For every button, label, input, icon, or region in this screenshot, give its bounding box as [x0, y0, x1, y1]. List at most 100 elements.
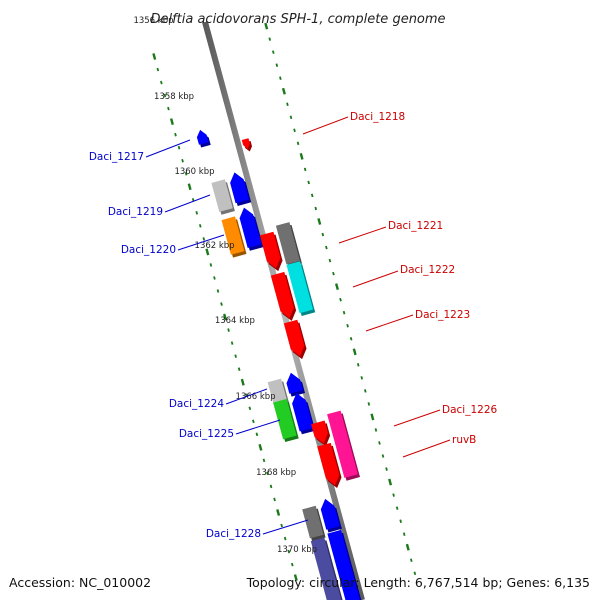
- tick-mark: [195, 211, 199, 215]
- gene-arrow[interactable]: [196, 129, 209, 145]
- gene-arrow[interactable]: [283, 319, 305, 357]
- tick-mark: [230, 341, 234, 345]
- gene-arrow[interactable]: [267, 378, 287, 404]
- gene-label[interactable]: Daci_1220: [121, 244, 176, 256]
- tick-mark: [234, 354, 237, 358]
- tick-mark: [349, 336, 353, 341]
- tick-label: 1360 kbp: [174, 167, 214, 177]
- topology-info: Topology: circular; Length: 6,767,514 bp…: [246, 575, 590, 590]
- leader-line: [352, 270, 399, 288]
- tick-mark: [262, 458, 266, 463]
- leader-line: [262, 519, 309, 535]
- tick-mark: [184, 171, 188, 176]
- leader-line: [365, 314, 414, 332]
- tick-mark: [276, 509, 281, 516]
- gene-arrow[interactable]: [327, 529, 362, 600]
- gene-label[interactable]: Daci_1224: [169, 398, 225, 410]
- gene-arrow[interactable]: [302, 505, 324, 539]
- gene-arrow[interactable]: [239, 207, 262, 248]
- tick-mark: [205, 248, 210, 256]
- tick-mark: [325, 245, 328, 250]
- tick-mark: [181, 158, 184, 163]
- tick-mark: [314, 206, 318, 211]
- gene-label[interactable]: Daci_1218: [350, 111, 405, 123]
- tick-mark: [328, 258, 332, 263]
- gene-arrow[interactable]: [311, 420, 328, 444]
- tick-mark: [385, 467, 388, 471]
- tick-mark: [252, 419, 255, 424]
- gene-labels: Daci_1218 Daci_1221 Daci_1222 Daci_1223 Daci…: [89, 111, 498, 540]
- tick-mark: [339, 297, 342, 302]
- gene-label[interactable]: Daci_1221: [388, 220, 443, 232]
- tick-marks-inner: [264, 22, 417, 576]
- tick-mark: [268, 37, 272, 41]
- tick-mark: [266, 471, 269, 476]
- tick-marks-outer: [152, 53, 298, 582]
- gene-arrow[interactable]: [327, 410, 358, 478]
- gene-arrow[interactable]: [320, 498, 340, 530]
- gene-arrow[interactable]: [317, 442, 340, 486]
- leader-line: [164, 194, 211, 213]
- accession-info: Accession: NC_010002: [9, 575, 152, 590]
- gene-label[interactable]: Daci_1217: [89, 151, 144, 163]
- tick-mark: [198, 224, 202, 228]
- tick-mark: [156, 67, 160, 72]
- gene-arrow[interactable]: [286, 261, 314, 314]
- gene-arrow[interactable]: [310, 537, 343, 600]
- tick-mark: [346, 323, 349, 328]
- tick-label: 1366 kbp: [236, 392, 276, 402]
- tick-mark: [227, 328, 230, 332]
- gene-label[interactable]: Daci_1223: [415, 309, 470, 321]
- tick-mark: [303, 167, 307, 172]
- tick-mark: [334, 283, 339, 291]
- tick-mark: [174, 132, 177, 137]
- tick-label: 1358 kbp: [154, 92, 194, 102]
- tick-mark: [272, 50, 275, 54]
- tick-mark: [213, 276, 216, 280]
- tick-mark: [370, 413, 375, 421]
- tick-mark: [364, 389, 367, 393]
- tick-mark: [399, 519, 402, 523]
- gene-arrow[interactable]: [211, 179, 233, 212]
- gene-arrow[interactable]: [286, 372, 303, 394]
- tick-mark: [310, 193, 314, 198]
- tick-mark: [381, 454, 385, 458]
- tick-mark: [286, 102, 289, 107]
- gene-arrow[interactable]: [230, 172, 250, 204]
- tick-label: 1368 kbp: [256, 468, 296, 478]
- gene-arrow[interactable]: [259, 231, 281, 269]
- gene-label[interactable]: Daci_1225: [179, 428, 234, 440]
- tick-mark: [388, 478, 393, 486]
- gene-features: [196, 129, 362, 600]
- tick-mark: [413, 571, 417, 576]
- tick-mark: [395, 506, 399, 510]
- gene-arrow[interactable]: [241, 138, 250, 149]
- leader-line: [225, 388, 268, 405]
- tick-mark: [209, 263, 213, 267]
- gene-arrow[interactable]: [273, 398, 297, 440]
- tick-mark: [223, 313, 228, 321]
- map-title: Delftia acidovorans SPH-1, complete geno…: [150, 12, 445, 27]
- gene-label[interactable]: Daci_1219: [108, 206, 163, 218]
- gene-arrow[interactable]: [292, 393, 314, 432]
- tick-mark: [317, 218, 322, 225]
- gene-label[interactable]: ruvB: [452, 434, 476, 446]
- tick-mark: [167, 106, 170, 111]
- tick-mark: [293, 128, 296, 133]
- gene-label[interactable]: Daci_1226: [442, 404, 498, 416]
- leader-line: [338, 226, 387, 244]
- tick-mark: [299, 152, 304, 160]
- gene-arrow[interactable]: [270, 271, 294, 319]
- tick-mark: [255, 432, 259, 437]
- leader-line: [393, 409, 441, 427]
- gene-label[interactable]: Daci_1222: [400, 264, 455, 276]
- leader-line: [302, 116, 349, 135]
- tick-mark: [287, 549, 291, 554]
- tick-mark: [281, 87, 286, 95]
- tick-mark: [293, 574, 298, 582]
- gene-arrow[interactable]: [221, 216, 245, 255]
- gene-arrow[interactable]: [275, 222, 300, 265]
- tick-mark: [248, 406, 252, 411]
- gene-label[interactable]: Daci_1228: [206, 528, 261, 540]
- tick-mark: [264, 22, 269, 30]
